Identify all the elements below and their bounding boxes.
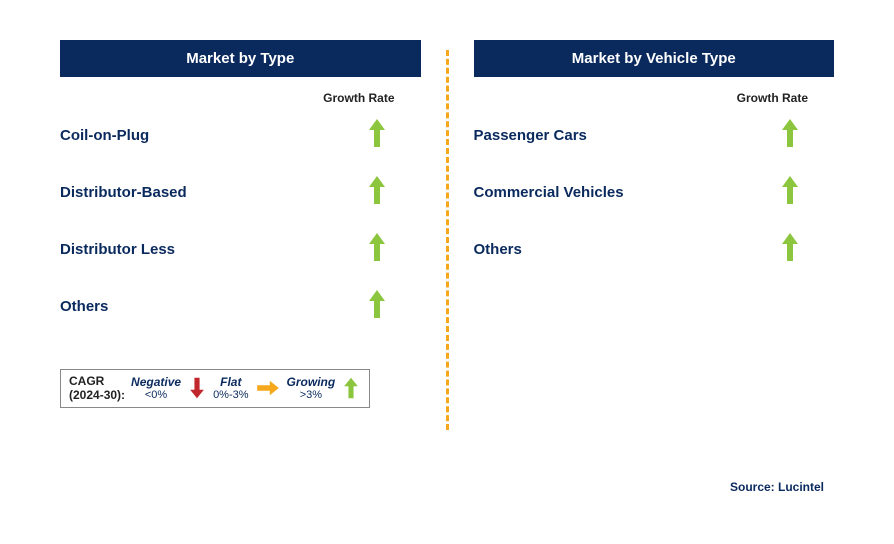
category-label: Coil-on-Plug <box>60 127 149 144</box>
legend-box: CAGR (2024-30): Negative <0% Flat 0%-3% … <box>60 369 370 408</box>
arrow-up-icon <box>367 117 387 149</box>
right-rows: Passenger Cars Commercial Vehicles Others <box>474 117 835 268</box>
source-attribution: Source: Lucintel <box>730 480 824 494</box>
left-panel: Market by Type Growth Rate Coil-on-Plug D… <box>50 40 446 430</box>
trend-indicator <box>780 174 800 211</box>
category-label: Commercial Vehicles <box>474 184 624 201</box>
right-panel: Market by Vehicle Type Growth Rate Passe… <box>449 40 845 430</box>
category-row: Distributor Less <box>60 231 421 268</box>
legend-negative: Negative <0% <box>131 376 181 401</box>
legend-growing-range: >3% <box>300 389 322 401</box>
category-label: Distributor Less <box>60 241 175 258</box>
category-row: Commercial Vehicles <box>474 174 835 211</box>
legend-growing: Growing >3% <box>287 376 336 401</box>
category-row: Others <box>60 288 421 325</box>
legend-cagr-line1: CAGR <box>69 374 125 388</box>
arrow-up-icon <box>780 174 800 206</box>
arrow-up-icon <box>780 231 800 263</box>
category-label: Distributor-Based <box>60 184 187 201</box>
legend-cagr: CAGR (2024-30): <box>69 374 125 403</box>
trend-indicator <box>367 174 387 211</box>
category-row: Distributor-Based <box>60 174 421 211</box>
left-rows: Coil-on-Plug Distributor-Based Distributor… <box>60 117 421 325</box>
category-label: Passenger Cars <box>474 127 587 144</box>
arrow-down-icon <box>187 376 207 400</box>
right-panel-title: Market by Vehicle Type <box>474 40 835 77</box>
arrow-up-icon <box>780 117 800 149</box>
legend-growing-label: Growing <box>287 376 336 389</box>
right-growth-label: Growth Rate <box>474 91 835 105</box>
category-label: Others <box>474 241 522 258</box>
arrow-right-icon <box>255 379 281 397</box>
category-label: Others <box>60 298 108 315</box>
left-panel-title: Market by Type <box>60 40 421 77</box>
arrow-up-icon <box>367 231 387 263</box>
legend-negative-range: <0% <box>145 389 167 401</box>
legend-negative-label: Negative <box>131 376 181 389</box>
arrow-up-icon <box>367 288 387 320</box>
legend-flat-label: Flat <box>220 376 241 389</box>
trend-indicator <box>780 231 800 268</box>
category-row: Passenger Cars <box>474 117 835 154</box>
category-row: Others <box>474 231 835 268</box>
legend-flat-range: 0%-3% <box>213 389 248 401</box>
legend-flat: Flat 0%-3% <box>213 376 248 401</box>
left-growth-label: Growth Rate <box>60 91 421 105</box>
legend-cagr-line2: (2024-30): <box>69 388 125 402</box>
trend-indicator <box>367 117 387 154</box>
arrow-up-icon <box>341 376 361 400</box>
trend-indicator <box>367 231 387 268</box>
category-row: Coil-on-Plug <box>60 117 421 154</box>
trend-indicator <box>780 117 800 154</box>
trend-indicator <box>367 288 387 325</box>
panels-container: Market by Type Growth Rate Coil-on-Plug D… <box>50 40 844 430</box>
arrow-up-icon <box>367 174 387 206</box>
